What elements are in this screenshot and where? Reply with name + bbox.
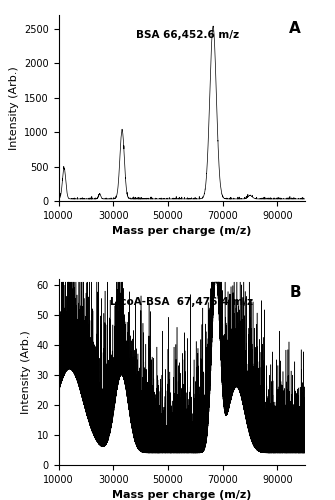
X-axis label: Mass per charge (m/z): Mass per charge (m/z) — [112, 226, 252, 236]
Y-axis label: Intensity (Arb.): Intensity (Arb.) — [21, 330, 31, 414]
X-axis label: Mass per charge (m/z): Mass per charge (m/z) — [112, 490, 252, 500]
Text: A: A — [289, 20, 301, 36]
Text: LicoA-BSA  67,476.4 m/z: LicoA-BSA 67,476.4 m/z — [110, 297, 253, 307]
Y-axis label: Intensity (Arb.): Intensity (Arb.) — [9, 66, 19, 150]
Text: BSA 66,452.6 m/z: BSA 66,452.6 m/z — [136, 30, 239, 40]
Text: B: B — [289, 284, 301, 300]
